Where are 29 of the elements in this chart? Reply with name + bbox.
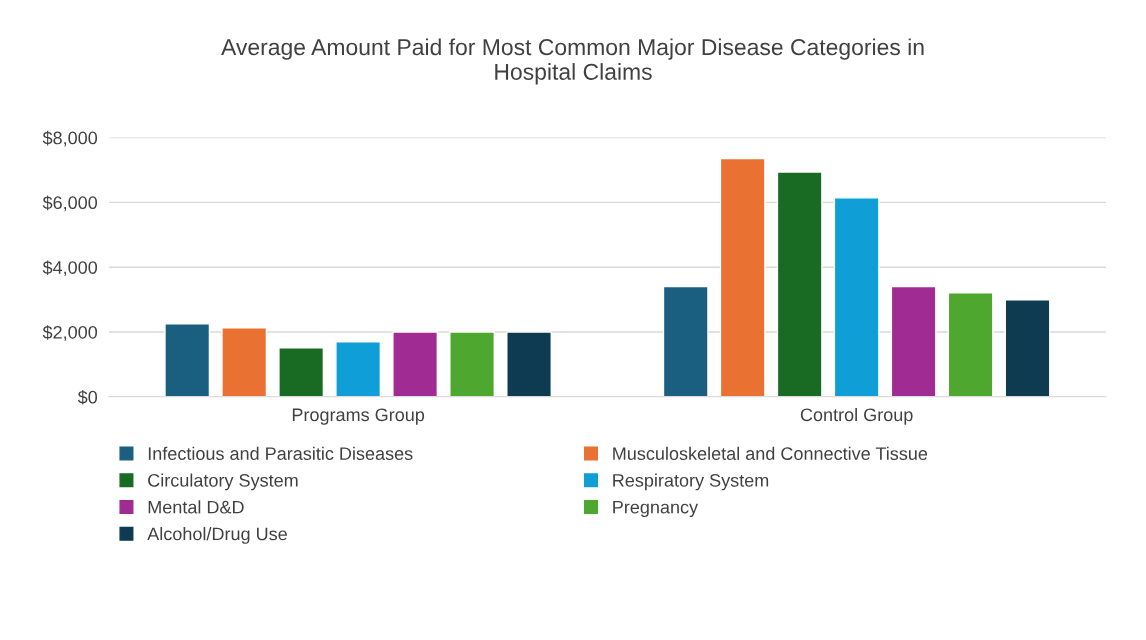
legend-label: Mental D&D bbox=[148, 500, 244, 514]
legend-label: Musculoskeletal and Connective Tissue bbox=[613, 446, 928, 461]
bar bbox=[833, 197, 880, 397]
legend-label: Circulatory System bbox=[148, 473, 298, 491]
legend-label: Alcohol/Drug Use bbox=[147, 527, 287, 544]
bar bbox=[719, 157, 766, 397]
bar bbox=[164, 323, 211, 397]
bar bbox=[449, 331, 495, 397]
bar bbox=[947, 292, 994, 397]
bar bbox=[392, 331, 439, 397]
y-tick-label: $8,000 bbox=[42, 130, 98, 147]
legend-label: Respiratory System bbox=[613, 473, 769, 491]
bar bbox=[278, 347, 325, 397]
bar bbox=[1004, 299, 1051, 397]
y-tick-label: $4,000 bbox=[42, 260, 98, 277]
bar bbox=[506, 331, 552, 397]
x-tick-label: Control Group bbox=[800, 407, 913, 425]
bar bbox=[335, 341, 382, 397]
legend-label: Infectious and Parasitic Diseases bbox=[148, 446, 413, 461]
y-tick-label: $0 bbox=[77, 389, 98, 405]
legend-label: Pregnancy bbox=[613, 500, 699, 518]
bar bbox=[890, 285, 937, 397]
bar bbox=[776, 171, 823, 397]
bar bbox=[221, 327, 268, 397]
y-tick-label: $2,000 bbox=[42, 325, 98, 341]
bar bbox=[662, 285, 709, 397]
chart-title: Average Amount Paid for Most Common Major Disease Categories in Hospital Claims bbox=[221, 38, 924, 85]
x-tick-label: Programs Group bbox=[292, 408, 425, 425]
y-tick-label: $6,000 bbox=[42, 195, 98, 212]
